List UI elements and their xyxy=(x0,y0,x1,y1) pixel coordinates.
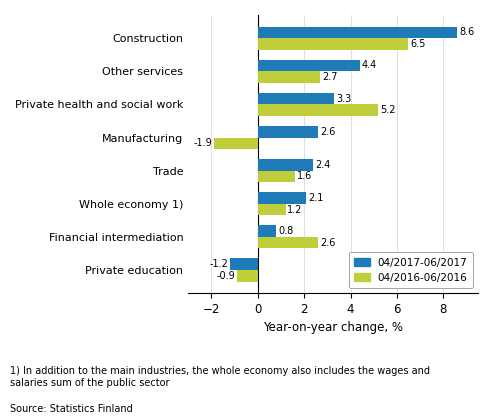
Text: 4.4: 4.4 xyxy=(362,60,377,70)
Text: 2.6: 2.6 xyxy=(320,238,335,248)
Text: -1.9: -1.9 xyxy=(193,138,212,149)
Bar xyxy=(237,270,258,282)
Bar xyxy=(258,71,320,83)
Bar xyxy=(258,237,318,248)
Bar xyxy=(258,60,360,71)
Text: 2.4: 2.4 xyxy=(315,160,331,170)
Bar xyxy=(258,27,457,38)
Bar xyxy=(258,192,307,204)
Bar xyxy=(258,93,334,104)
Bar xyxy=(258,159,314,171)
Bar xyxy=(258,204,285,215)
Text: -0.9: -0.9 xyxy=(216,271,235,281)
Bar xyxy=(258,38,409,50)
Text: 6.5: 6.5 xyxy=(410,39,425,49)
Text: 1) In addition to the main industries, the whole economy also includes the wages: 1) In addition to the main industries, t… xyxy=(10,366,430,388)
Text: Source: Statistics Finland: Source: Statistics Finland xyxy=(10,404,133,414)
Text: 2.6: 2.6 xyxy=(320,127,335,137)
Bar xyxy=(258,171,295,182)
Bar xyxy=(258,225,276,237)
Text: 8.6: 8.6 xyxy=(459,27,474,37)
Text: 5.2: 5.2 xyxy=(380,105,396,115)
Text: 2.7: 2.7 xyxy=(322,72,338,82)
Text: 2.1: 2.1 xyxy=(308,193,324,203)
Bar xyxy=(258,104,378,116)
Text: 1.2: 1.2 xyxy=(287,205,303,215)
Text: 3.3: 3.3 xyxy=(336,94,352,104)
Legend: 04/2017-06/2017, 04/2016-06/2016: 04/2017-06/2017, 04/2016-06/2016 xyxy=(349,253,473,288)
Text: 1.6: 1.6 xyxy=(297,171,312,181)
Text: -1.2: -1.2 xyxy=(209,259,228,269)
Bar xyxy=(230,258,258,270)
Text: 0.8: 0.8 xyxy=(278,226,293,236)
Bar xyxy=(214,138,258,149)
Bar xyxy=(258,126,318,138)
X-axis label: Year-on-year change, %: Year-on-year change, % xyxy=(263,322,403,334)
